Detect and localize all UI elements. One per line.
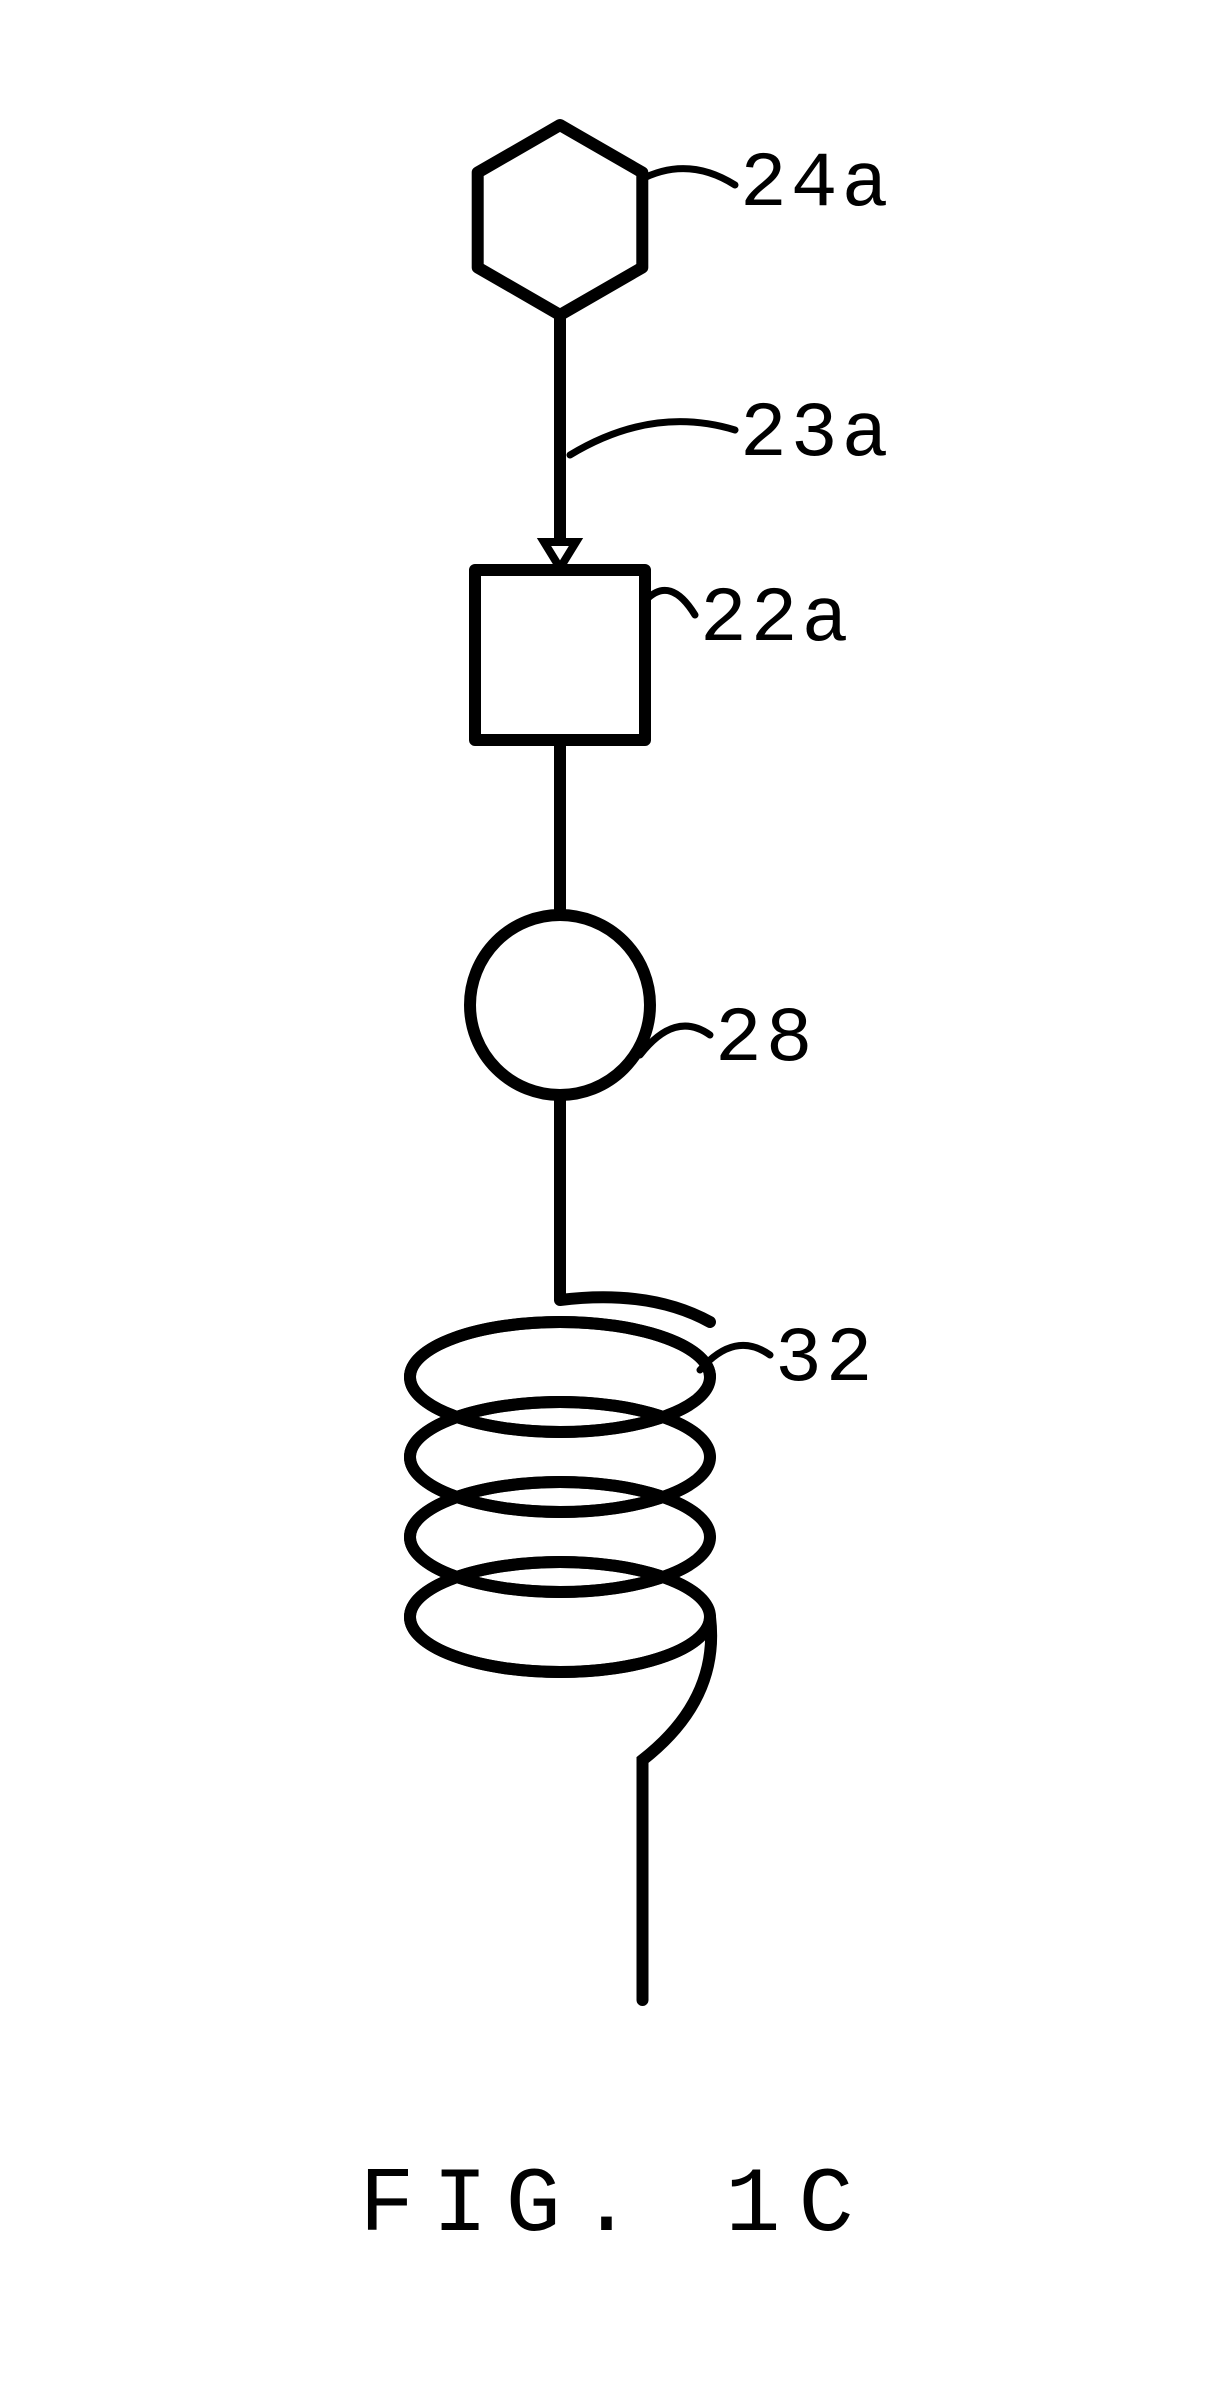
diagram-background (0, 0, 1231, 2391)
node-square (475, 570, 645, 740)
label-28: 28 (715, 996, 817, 1084)
label-22a: 22a (700, 576, 852, 664)
figure-title: FIG. 1C (359, 2153, 871, 2258)
label-23a: 23a (740, 391, 892, 479)
label-24a: 24a (740, 141, 892, 229)
node-hexagon (478, 125, 643, 315)
node-circle (470, 915, 650, 1095)
label-32: 32 (775, 1316, 877, 1404)
